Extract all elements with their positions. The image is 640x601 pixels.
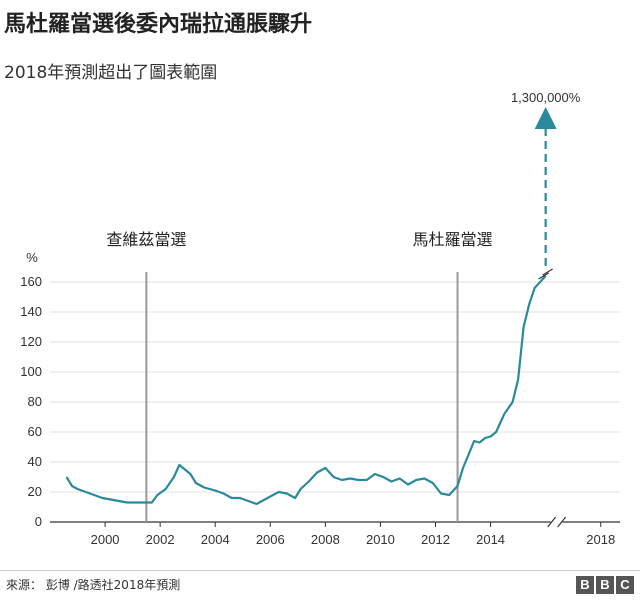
bbc-logo-letter: B <box>596 576 614 594</box>
axis-break-mark <box>557 516 567 528</box>
bbc-logo-letter: B <box>576 576 594 594</box>
x-tick-label: 2000 <box>91 532 120 547</box>
source-note: 來源： 彭博 /路透社2018年預測 <box>6 578 181 592</box>
y-tick-label: 20 <box>28 484 42 499</box>
bbc-logo-letter: C <box>616 576 634 594</box>
x-tick-label: 2018 <box>586 532 615 547</box>
x-tick-label: 2012 <box>421 532 450 547</box>
y-axis-unit: % <box>26 250 38 265</box>
x-tick-label: 2014 <box>476 532 505 547</box>
y-tick-label: 160 <box>20 274 42 289</box>
footer-divider <box>0 570 640 571</box>
forecast-label: 1,300,000% <box>511 90 581 105</box>
chart-title: 馬杜羅當選後委內瑞拉通脹驟升 <box>4 12 313 37</box>
y-tick-label: 120 <box>20 334 42 349</box>
x-tick-label: 2004 <box>201 532 230 547</box>
bbc-logo: B B C <box>576 576 634 594</box>
event-label: 查維茲當選 <box>106 230 186 249</box>
y-tick-label: 40 <box>28 454 42 469</box>
axis-break-mark <box>547 516 557 528</box>
y-tick-label: 60 <box>28 424 42 439</box>
x-tick-label: 2010 <box>366 532 395 547</box>
x-tick-label: 2006 <box>256 532 285 547</box>
inflation-series-line <box>65 275 547 506</box>
y-tick-label: 140 <box>20 304 42 319</box>
series-break-mark <box>542 268 553 276</box>
y-tick-label: 80 <box>28 394 42 409</box>
series-break-mark <box>538 272 549 280</box>
x-tick-label: 2008 <box>311 532 340 547</box>
y-tick-label: 100 <box>20 364 42 379</box>
y-tick-label: 0 <box>35 514 42 529</box>
event-label: 馬杜羅當選 <box>413 230 493 249</box>
x-tick-label: 2002 <box>146 532 175 547</box>
chart-subtitle: 2018年預測超出了圖表範圍 <box>4 63 218 83</box>
